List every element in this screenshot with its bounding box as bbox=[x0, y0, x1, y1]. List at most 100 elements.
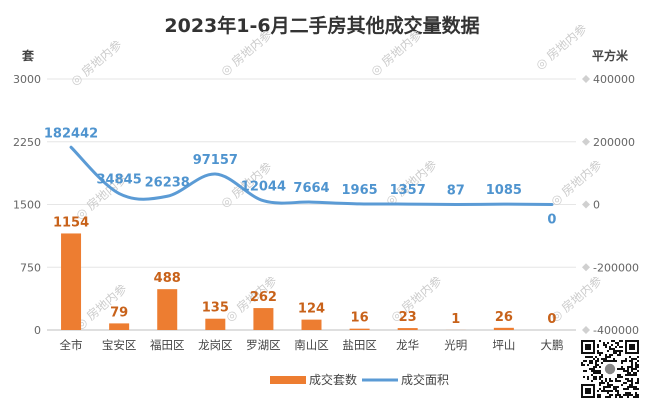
qr-module bbox=[593, 372, 595, 374]
qr-module bbox=[629, 394, 631, 396]
right-tick-label: 0 bbox=[593, 199, 600, 212]
category-label: 盐田区 bbox=[342, 338, 377, 352]
bar bbox=[253, 308, 274, 330]
bar-value-label: 0 bbox=[547, 312, 556, 327]
category-label: 龙岗区 bbox=[198, 338, 233, 352]
qr-module bbox=[635, 382, 637, 384]
qr-module bbox=[631, 366, 633, 368]
qr-module bbox=[623, 382, 625, 384]
qr-module bbox=[627, 380, 629, 382]
qr-module bbox=[637, 366, 639, 368]
right-tick-label: -400000 bbox=[593, 324, 639, 337]
qr-module bbox=[591, 380, 593, 382]
qr-module bbox=[631, 368, 633, 370]
qr-module bbox=[605, 354, 607, 356]
left-tick-label: 750 bbox=[20, 261, 41, 274]
legend: 成交套数 成交面积 bbox=[270, 372, 449, 387]
qr-module bbox=[619, 346, 621, 348]
qr-module bbox=[607, 350, 609, 352]
qr-module bbox=[621, 368, 623, 370]
qr-module bbox=[617, 368, 619, 370]
qr-module bbox=[619, 354, 621, 356]
qr-module bbox=[609, 348, 611, 350]
qr-module bbox=[591, 356, 593, 358]
qr-module bbox=[609, 384, 611, 386]
qr-module bbox=[597, 394, 599, 396]
line-path bbox=[69, 145, 554, 206]
qr-module bbox=[599, 354, 601, 356]
qr-module bbox=[617, 394, 619, 396]
qr-module bbox=[637, 356, 639, 358]
line-value-label: 182442 bbox=[44, 126, 98, 141]
bar bbox=[397, 328, 418, 330]
qr-module bbox=[597, 346, 599, 348]
qr-module bbox=[603, 342, 605, 344]
qr-module bbox=[621, 366, 623, 368]
qr-module bbox=[625, 370, 627, 372]
qr-module bbox=[607, 384, 609, 386]
qr-module bbox=[621, 350, 623, 352]
qr-module bbox=[611, 394, 613, 396]
qr-module bbox=[595, 370, 597, 372]
category-label: 宝安区 bbox=[102, 338, 137, 352]
bar-value-label: 135 bbox=[202, 301, 229, 316]
qr-module bbox=[583, 370, 585, 372]
qr-module bbox=[635, 366, 637, 368]
qr-module bbox=[631, 374, 633, 376]
qr-module bbox=[591, 368, 593, 370]
qr-module bbox=[585, 360, 587, 362]
qr-module bbox=[615, 386, 617, 388]
qr-module bbox=[605, 396, 607, 398]
qr-module bbox=[637, 382, 639, 384]
left-axis-unit: 套 bbox=[21, 48, 35, 63]
qr-module bbox=[621, 362, 623, 364]
qr-module bbox=[599, 378, 601, 380]
qr-module bbox=[589, 368, 591, 370]
qr-module bbox=[619, 380, 621, 382]
qr-module bbox=[637, 378, 639, 380]
qr-module bbox=[597, 390, 599, 392]
qr-module bbox=[635, 392, 637, 394]
qr-module bbox=[597, 352, 599, 354]
qr-module bbox=[607, 390, 609, 392]
category-label: 光明 bbox=[444, 338, 467, 352]
qr-module bbox=[593, 366, 595, 368]
qr-module bbox=[627, 388, 629, 390]
qr-module bbox=[627, 386, 629, 388]
line-value-label: 87 bbox=[447, 183, 465, 198]
qr-module bbox=[613, 360, 615, 362]
qr-module bbox=[591, 370, 593, 372]
qr-module bbox=[627, 396, 629, 398]
qr-module bbox=[591, 360, 593, 362]
qr-module bbox=[603, 388, 605, 390]
qr-module bbox=[585, 370, 587, 372]
qr-module bbox=[591, 374, 593, 376]
right-tick-marker bbox=[582, 137, 590, 146]
qr-module bbox=[593, 376, 595, 378]
qr-module bbox=[619, 394, 621, 396]
qr-module bbox=[631, 382, 633, 384]
bar bbox=[301, 319, 322, 330]
qr-module bbox=[599, 388, 601, 390]
right-tick-marker bbox=[582, 326, 590, 334]
qr-module bbox=[603, 382, 605, 384]
bar-value-label: 79 bbox=[110, 305, 128, 320]
qr-module bbox=[595, 356, 597, 358]
qr-module bbox=[623, 368, 625, 370]
qr-module bbox=[629, 386, 631, 388]
qr-module bbox=[615, 390, 617, 392]
qr-module bbox=[627, 368, 629, 370]
bar bbox=[349, 328, 370, 330]
qr-module bbox=[603, 390, 605, 392]
qr-module bbox=[635, 396, 637, 398]
qr-module bbox=[625, 374, 627, 376]
qr-module bbox=[595, 376, 597, 378]
category-label: 南山区 bbox=[294, 338, 329, 352]
qr-module bbox=[633, 358, 635, 360]
qr-module bbox=[613, 386, 615, 388]
line-value-label: 1085 bbox=[486, 183, 522, 198]
qr-module bbox=[583, 360, 585, 362]
bar-series: 1154 79 488 135 262 124 16 23 1 26 0 bbox=[53, 215, 556, 330]
